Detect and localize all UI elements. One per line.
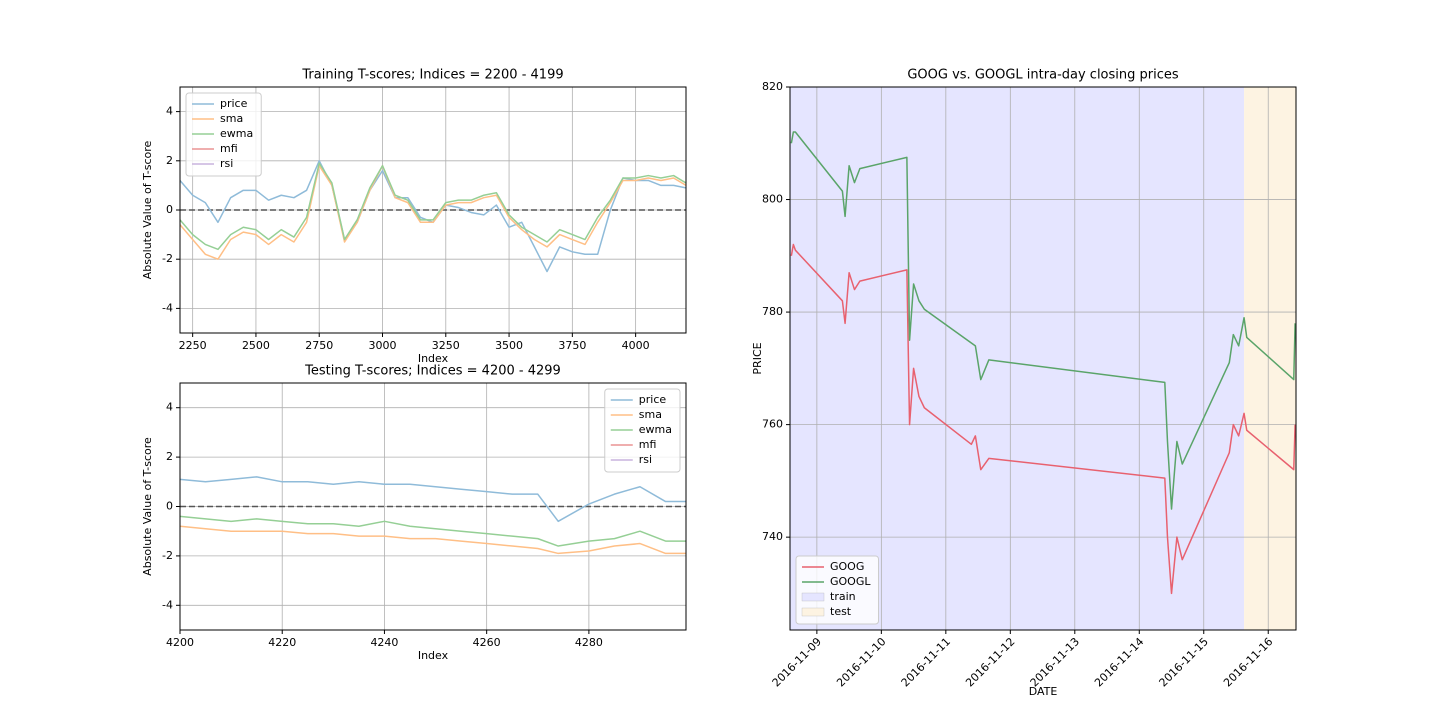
legend-label: mfi xyxy=(220,142,238,155)
y-axis-label: PRICE xyxy=(751,342,764,374)
series-line xyxy=(180,164,686,260)
x-tick-label: 3000 xyxy=(369,339,397,352)
x-axis-label: Index xyxy=(418,352,449,365)
legend-label: mfi xyxy=(639,438,657,451)
plot-area xyxy=(180,87,686,333)
x-tick-label: 2250 xyxy=(179,339,207,352)
x-tick-label: 3500 xyxy=(495,339,523,352)
x-tick-label: 2500 xyxy=(242,339,270,352)
chart: 4200 4220 4240 4260 4280 -4 -2 0 2 4 Testing T-sco… xyxy=(141,364,687,662)
x-tick-label: 4200 xyxy=(166,636,194,649)
chart: 2016-11-09 2016-11-10 2016-11-11 2016-11-12… xyxy=(751,68,1297,698)
y-tick-label: 760 xyxy=(762,418,783,431)
x-tick-label: 4260 xyxy=(473,636,501,649)
plot-area xyxy=(790,87,1296,630)
legend-label: price xyxy=(639,393,667,406)
x-tick-label: 2016-11-15 xyxy=(1157,635,1211,689)
x-axis-label: DATE xyxy=(1029,685,1058,698)
y-axis-label: Absolute Value of T-score xyxy=(141,140,154,279)
series-line xyxy=(790,131,1296,510)
chart-title: Training T-scores; Indices = 2200 - 4199 xyxy=(301,68,563,83)
x-tick-label: 4000 xyxy=(622,339,650,352)
x-tick-label: 2016-11-12 xyxy=(963,635,1017,689)
legend-label: sma xyxy=(639,408,662,421)
x-tick-label: 4240 xyxy=(370,636,398,649)
x-tick-label: 2750 xyxy=(305,339,333,352)
y-tick-label: 4 xyxy=(166,105,173,118)
legend-label: price xyxy=(220,97,248,110)
x-tick-label: 4280 xyxy=(575,636,603,649)
x-tick-label: 2016-11-13 xyxy=(1028,635,1082,689)
x-tick-label: 2016-11-09 xyxy=(770,635,824,689)
axes-frame xyxy=(789,86,1297,631)
x-axis-label: Index xyxy=(418,649,449,662)
legend-box xyxy=(185,92,262,177)
y-axis-label: Absolute Value of T-score xyxy=(141,437,154,576)
x-tick-label: 4220 xyxy=(268,636,296,649)
legend: price sma ewma mfi rsi xyxy=(185,92,262,177)
legend-label: rsi xyxy=(220,157,233,170)
legend-label: ewma xyxy=(220,127,253,140)
axes-frame xyxy=(179,86,687,334)
legend-swatch xyxy=(801,607,825,617)
series-line xyxy=(180,515,686,547)
y-tick-label: -4 xyxy=(162,301,173,314)
y-tick-label: 2 xyxy=(166,450,173,463)
chart: 2250 2500 2750 3000 3250 3500 3750 4000 -4 -2 0 2 4 T… xyxy=(141,68,687,365)
series-line xyxy=(790,243,1296,595)
y-tick-label: 0 xyxy=(166,203,173,216)
legend-label: ewma xyxy=(639,423,672,436)
legend: GOOG GOOGL train test xyxy=(795,555,879,625)
legend-label: GOOG xyxy=(830,560,864,573)
x-tick-label: 3750 xyxy=(558,339,586,352)
chart-title: GOOG vs. GOOGL intra-day closing prices xyxy=(907,68,1179,83)
legend-label: rsi xyxy=(639,453,652,466)
legend-label: GOOGL xyxy=(830,575,871,588)
y-tick-label: -2 xyxy=(162,549,173,562)
legend-label: test xyxy=(830,605,852,618)
legend-label: train xyxy=(830,590,856,603)
chart-title: Testing T-scores; Indices = 4200 - 4299 xyxy=(304,364,561,379)
x-tick-label: 2016-11-10 xyxy=(834,635,888,689)
y-tick-label: -2 xyxy=(162,252,173,265)
y-tick-label: 780 xyxy=(762,305,783,318)
legend-box xyxy=(795,555,879,625)
y-tick-label: 740 xyxy=(762,530,783,543)
series-line xyxy=(180,525,686,555)
x-tick-label: 3250 xyxy=(432,339,460,352)
legend-box xyxy=(604,388,681,473)
plot-area xyxy=(180,383,686,630)
y-tick-label: -4 xyxy=(162,598,173,611)
y-tick-label: 2 xyxy=(166,154,173,167)
x-tick-label: 2016-11-11 xyxy=(899,635,953,689)
legend: price sma ewma mfi rsi xyxy=(604,388,681,473)
legend-label: sma xyxy=(220,112,243,125)
y-tick-label: 4 xyxy=(166,401,173,414)
x-tick-label: 2016-11-16 xyxy=(1221,635,1275,689)
y-tick-label: 0 xyxy=(166,500,173,513)
x-tick-label: 2016-11-14 xyxy=(1092,635,1146,689)
y-tick-label: 800 xyxy=(762,193,783,206)
series-line xyxy=(180,162,686,251)
axes-frame xyxy=(179,382,687,631)
y-tick-label: 820 xyxy=(762,80,783,93)
series-line xyxy=(180,476,686,523)
legend-swatch xyxy=(801,592,825,602)
